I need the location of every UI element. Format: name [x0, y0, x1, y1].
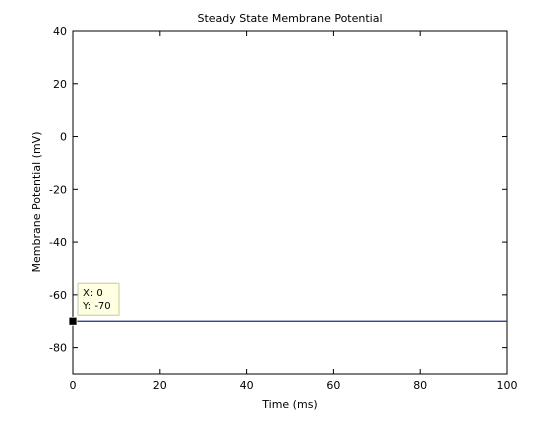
y-tick-label: -80 [49, 342, 67, 355]
x-tick-label: 100 [497, 379, 518, 392]
data-tip-box[interactable] [77, 282, 120, 316]
y-tick-label: -40 [49, 236, 67, 249]
y-tick-label: -20 [49, 183, 67, 196]
x-tick-label: 40 [240, 379, 254, 392]
data-tip-y: Y: -70 [82, 301, 111, 312]
data-tip-x: X: 0 [83, 288, 103, 299]
x-axis-label: Time (ms) [261, 398, 317, 411]
y-tick-label: 0 [60, 131, 67, 144]
x-tick-label: 20 [153, 379, 167, 392]
x-axis-ticks: 0 20 40 60 80 100 [70, 31, 518, 392]
plot-area [72, 30, 508, 375]
y-axis-ticks: -80 -60 -40 -20 0 20 40 [49, 25, 507, 355]
y-tick-label: 20 [53, 78, 67, 91]
y-tick-label: -60 [49, 289, 67, 302]
annotation-layer: X: 0 Y: -70 [68, 282, 120, 326]
y-tick-label: 40 [53, 25, 67, 38]
x-tick-label: 60 [326, 379, 340, 392]
x-tick-label: 0 [70, 379, 77, 392]
y-axis-label: Membrane Potential (mV) [30, 132, 43, 273]
x-tick-label: 80 [413, 379, 427, 392]
chart-title: Steady State Membrane Potential [197, 12, 382, 25]
data-tip-marker[interactable] [68, 316, 78, 326]
